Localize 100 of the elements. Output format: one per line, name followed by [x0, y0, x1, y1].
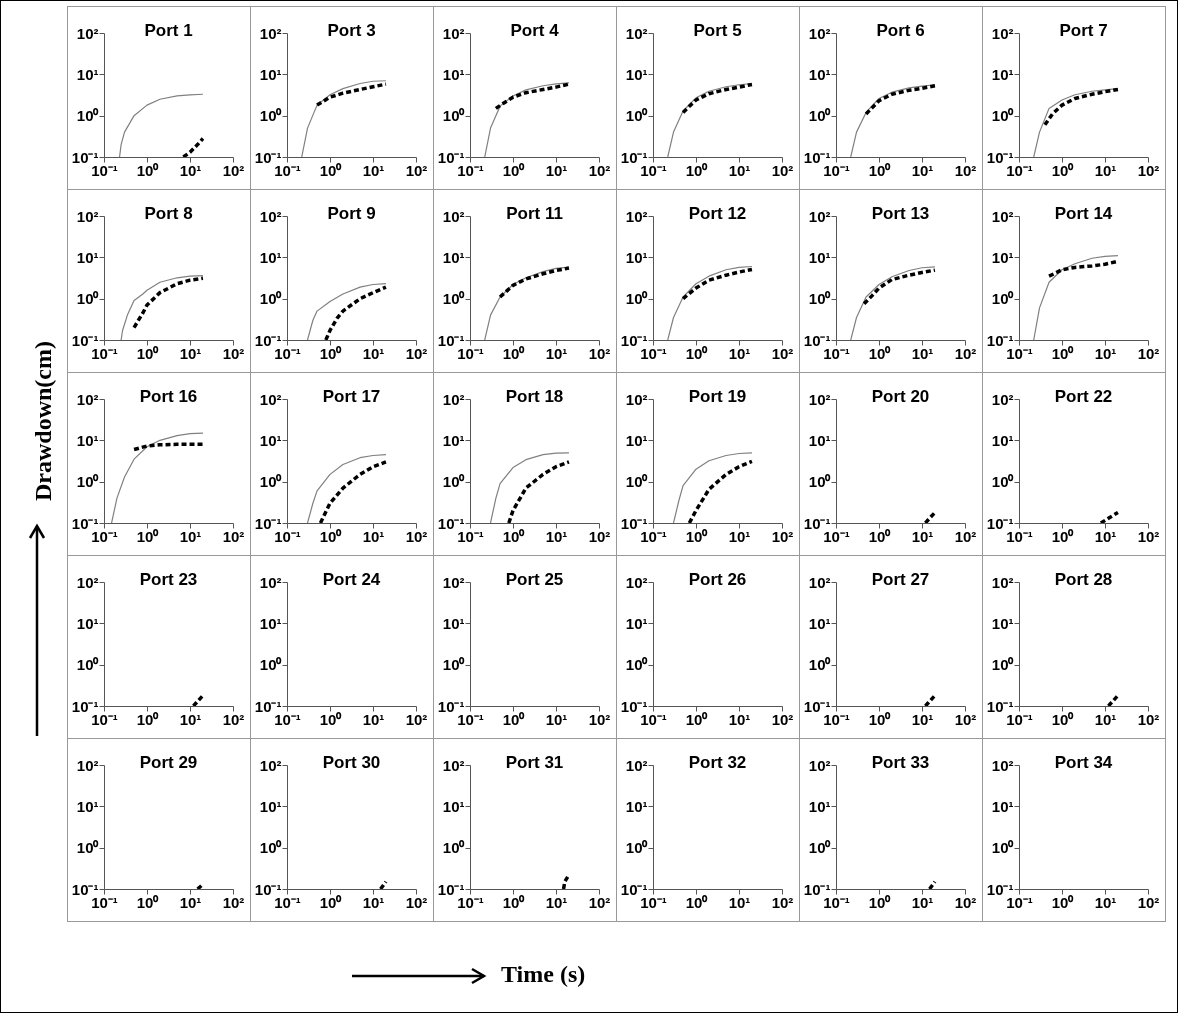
x-tick-label: 10⁰	[136, 161, 160, 179]
x-tick-label: 10⁰	[502, 527, 526, 545]
x-tick-label: 10⁰	[502, 161, 526, 179]
x-tick-label: 10¹	[362, 527, 385, 545]
chart-title: Port 27	[871, 570, 930, 589]
chart-title: Port 22	[1054, 387, 1113, 406]
chart-title: Port 30	[322, 753, 381, 772]
x-tick-label: 10²	[954, 527, 977, 545]
y-tick-label: 10¹	[991, 65, 1014, 83]
y-tick-label: 10²	[76, 390, 99, 408]
y-tick-label: 10⁰	[442, 839, 466, 857]
x-tick-label: 10⁰	[319, 527, 343, 545]
y-tick-label: 10²	[991, 24, 1014, 42]
chart-title: Port 8	[144, 204, 193, 223]
x-tick-label: 10⁰	[685, 161, 709, 179]
x-tick-label: 10¹	[362, 710, 385, 728]
chart-title: Port 28	[1054, 570, 1113, 589]
y-tick-label: 10¹	[442, 65, 465, 83]
x-tick-label: 10²	[222, 161, 245, 179]
y-tick-label: 10⁰	[808, 107, 832, 125]
y-tick-label: 10⁰	[625, 290, 649, 308]
y-tick-label: 10¹	[991, 614, 1014, 632]
x-tick-label: 10²	[1137, 893, 1160, 911]
chart-title: Port 34	[1054, 753, 1113, 772]
chart-title: Port 1	[144, 21, 193, 40]
y-tick-label: 10²	[991, 756, 1014, 774]
x-tick-label: 10⁰	[319, 710, 343, 728]
y-tick-label: 10²	[259, 207, 282, 225]
y-tick-label: 10⁰	[259, 839, 283, 857]
x-tick-label: 10²	[771, 893, 794, 911]
x-tick-label: 10²	[405, 161, 428, 179]
y-tick-label: 10²	[76, 756, 99, 774]
chart-title: Port 31	[505, 753, 564, 772]
y-tick-label: 10²	[808, 24, 831, 42]
x-tick-label: 10¹	[179, 161, 202, 179]
x-tick-label: 10⁰	[502, 893, 526, 911]
x-tick-label: 10⁰	[868, 527, 892, 545]
x-tick-label: 10¹	[911, 344, 934, 362]
x-tick-label: 10⁰	[1051, 161, 1075, 179]
x-tick-label: 10²	[588, 344, 611, 362]
y-tick-label: 10¹	[625, 797, 648, 815]
x-tick-label: 10⁰	[1051, 710, 1075, 728]
x-tick-label: 10¹	[545, 710, 568, 728]
x-tick-label: 10²	[405, 710, 428, 728]
y-tick-label: 10⁰	[991, 290, 1015, 308]
y-tick-label: 10⁰	[76, 290, 100, 308]
x-tick-label: 10²	[771, 527, 794, 545]
y-tick-label: 10⁰	[625, 656, 649, 674]
y-tick-label: 10⁰	[259, 473, 283, 491]
y-tick-label: 10⁰	[442, 107, 466, 125]
x-tick-label: 10¹	[179, 344, 202, 362]
y-tick-label: 10⁰	[76, 473, 100, 491]
y-tick-label: 10¹	[991, 797, 1014, 815]
y-tick-label: 10²	[625, 573, 648, 591]
x-tick-label: 10⁰	[868, 161, 892, 179]
x-tick-label: 10¹	[911, 161, 934, 179]
x-tick-label: 10²	[954, 161, 977, 179]
chart-title: Port 24	[322, 570, 381, 589]
x-tick-label: 10¹	[728, 344, 751, 362]
x-tick-label: 10⁰	[319, 161, 343, 179]
x-tick-label: 10¹	[179, 893, 202, 911]
x-tick-label: 10⁰	[1051, 344, 1075, 362]
x-tick-label: 10⁰	[502, 344, 526, 362]
x-tick-label: 10⁰	[685, 893, 709, 911]
x-tick-label: 10⁰	[319, 893, 343, 911]
y-tick-label: 10¹	[808, 65, 831, 83]
x-tick-label: 10²	[1137, 527, 1160, 545]
y-tick-label: 10¹	[76, 431, 99, 449]
y-tick-label: 10²	[259, 24, 282, 42]
x-axis-title: Time (s)	[501, 961, 586, 988]
x-tick-label: 10¹	[1094, 710, 1117, 728]
y-tick-label: 10¹	[259, 614, 282, 632]
y-tick-label: 10¹	[442, 614, 465, 632]
y-tick-label: 10²	[991, 207, 1014, 225]
y-tick-label: 10⁰	[625, 473, 649, 491]
y-tick-label: 10¹	[625, 65, 648, 83]
y-tick-label: 10²	[259, 756, 282, 774]
y-tick-label: 10⁰	[442, 290, 466, 308]
y-tick-label: 10¹	[625, 614, 648, 632]
y-tick-label: 10¹	[76, 65, 99, 83]
chart-title: Port 16	[139, 387, 198, 406]
chart-title: Port 32	[688, 753, 747, 772]
chart-title: Port 29	[139, 753, 198, 772]
chart-title: Port 33	[871, 753, 930, 772]
x-tick-label: 10²	[954, 344, 977, 362]
y-tick-label: 10²	[259, 390, 282, 408]
x-tick-label: 10¹	[728, 161, 751, 179]
y-tick-label: 10²	[76, 207, 99, 225]
chart-title: Port 7	[1059, 21, 1108, 40]
x-tick-label: 10⁰	[136, 893, 160, 911]
y-tick-label: 10²	[991, 573, 1014, 591]
y-axis-title: Drawdown(cm)	[29, 341, 57, 501]
x-tick-label: 10¹	[362, 161, 385, 179]
x-tick-label: 10¹	[545, 344, 568, 362]
y-tick-label: 10⁰	[625, 839, 649, 857]
y-tick-label: 10¹	[991, 248, 1014, 266]
y-tick-label: 10¹	[442, 248, 465, 266]
y-tick-label: 10²	[442, 207, 465, 225]
x-tick-label: 10⁰	[1051, 893, 1075, 911]
x-tick-label: 10²	[771, 710, 794, 728]
